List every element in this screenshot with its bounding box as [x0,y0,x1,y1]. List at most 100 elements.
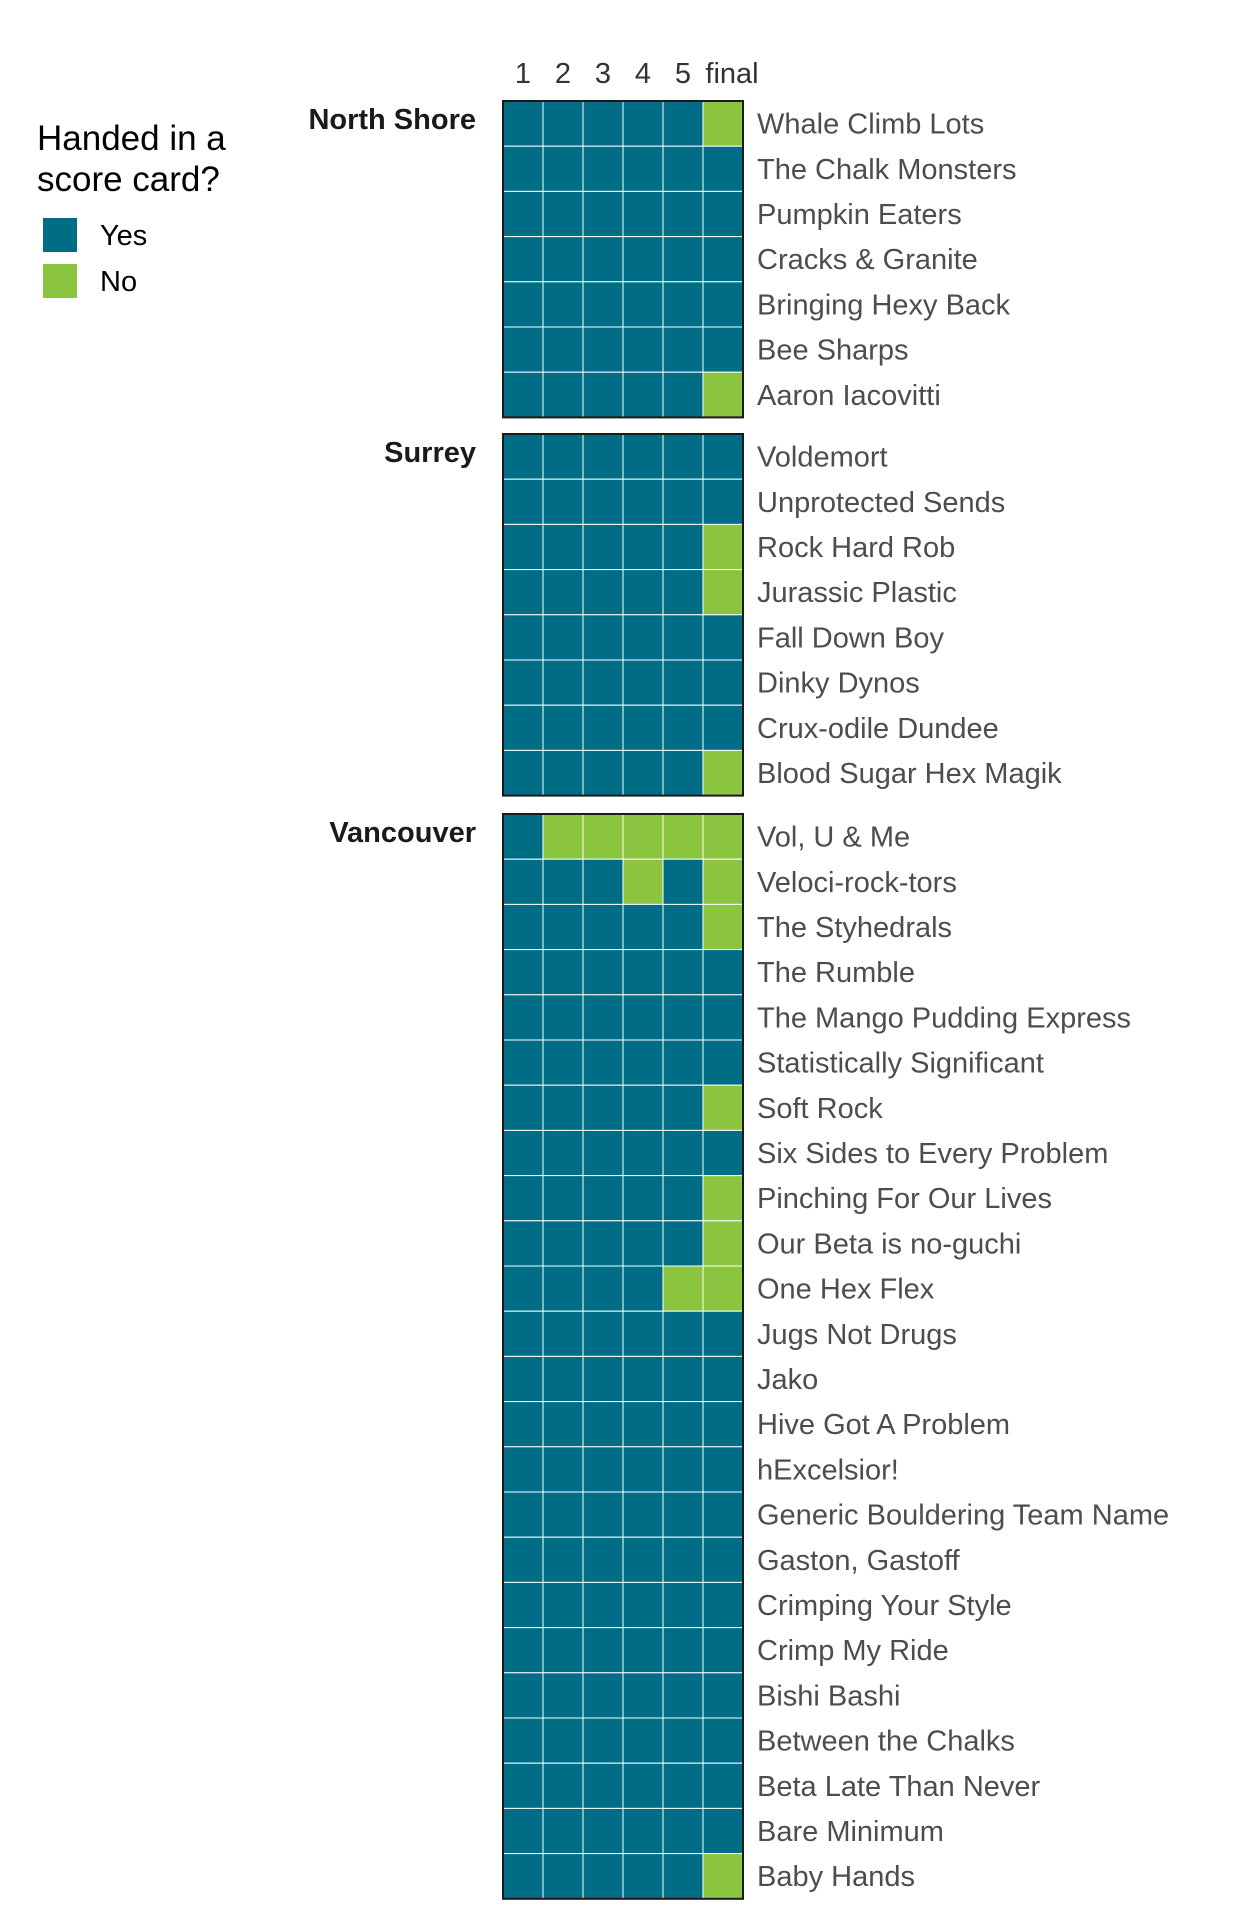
heatmap-cell [542,145,584,192]
heatmap-cell [542,1310,584,1357]
heatmap-cell [502,659,544,706]
heatmap-cell [702,813,744,860]
heatmap-cell [502,1265,544,1312]
team-label: The Chalk Monsters [757,154,1017,186]
heatmap-cell [542,1672,584,1719]
heatmap-cell [702,1717,744,1764]
heatmap-cell [542,1853,584,1900]
heatmap-cell [502,1084,544,1131]
heatmap-cell [622,190,664,238]
heatmap-cell [662,1175,704,1222]
heatmap-cell [622,569,664,616]
heatmap-cell [702,949,744,996]
heatmap-cell [502,326,544,373]
heatmap-cell [582,813,624,860]
heatmap-cell [502,523,544,571]
heatmap-cell [702,1491,744,1538]
group-label: North Shore [308,104,476,136]
heatmap-cell [662,813,704,860]
heatmap-cell [582,236,624,283]
heatmap-cell [702,523,744,571]
heatmap-cell [662,903,704,951]
group-panel-north-shore: North Shore Whale Climb Lots The Chalk Mon… [308,100,1017,419]
heatmap-cell [622,949,664,996]
heatmap-cell [582,903,624,951]
heatmap-cell [702,1175,744,1222]
heatmap-cell [662,1129,704,1177]
team-label: Crimp My Ride [757,1635,949,1667]
heatmap-cell [622,433,664,480]
team-label: Rock Hard Rob [757,532,955,564]
heatmap-cell [662,1762,704,1809]
heatmap-cell [582,1175,624,1222]
heatmap-cell [662,1401,704,1448]
team-label: Statistically Significant [757,1048,1044,1080]
team-label: Generic Bouldering Team Name [757,1500,1169,1532]
heatmap-cell [502,1446,544,1493]
heatmap-cell [622,1220,664,1267]
panel-border [502,100,744,419]
team-label: One Hex Flex [757,1274,935,1306]
heatmap-cell [582,1627,624,1674]
heatmap-cell [622,614,664,661]
heatmap-cell [702,1401,744,1448]
heatmap-cell [702,1084,744,1131]
heatmap-cell [542,1220,584,1267]
heatmap-cell [542,569,584,616]
team-label: Hive Got A Problem [757,1409,1010,1441]
heatmap-cell [542,523,584,571]
heatmap-cell [502,433,544,480]
team-label: Crux-odile Dundee [757,713,999,745]
heatmap-cell [542,858,584,905]
heatmap-cell [662,1491,704,1538]
heatmap-cell [702,903,744,951]
heatmap-cell [622,1762,664,1809]
team-label: Aaron Iacovitti [757,380,941,412]
heatmap-cell [542,433,584,480]
panel-border [502,433,744,797]
column-label-2: 2 [555,58,571,90]
heatmap-cell [542,1084,584,1131]
group-panel-surrey: Surrey Voldemort Unprotected Sends Rock Har… [384,433,1062,797]
heatmap-cell [662,478,704,525]
team-label: Voldemort [757,442,888,474]
team-label: Jako [757,1364,818,1396]
heatmap-cell [502,478,544,525]
column-label-3: 3 [595,58,611,90]
team-label: Vol, U & Me [757,822,910,854]
group-label: Vancouver [329,817,476,849]
heatmap-cell [622,478,664,525]
heatmap-cell [622,1129,664,1177]
heatmap-cell [622,1265,664,1312]
heatmap-cell [502,994,544,1041]
heatmap-cell [582,523,624,571]
heatmap-cell [582,1355,624,1403]
heatmap-cell [622,523,664,571]
heatmap-cell [702,1672,744,1719]
heatmap-cell [662,145,704,192]
heatmap-cell [702,145,744,192]
heatmap-cell [662,949,704,996]
heatmap-cell [702,1762,744,1809]
heatmap-cell [662,704,704,751]
heatmap-cell [582,659,624,706]
team-label: Bringing Hexy Back [757,289,1011,321]
heatmap-cell [502,614,544,661]
heatmap-cell [622,1627,664,1674]
heatmap-cell [542,994,584,1041]
heatmap-cell [702,858,744,905]
heatmap-cell [622,1310,664,1357]
column-label-5: 5 [675,58,691,90]
heatmap-cell [502,858,544,905]
heatmap-cell [622,813,664,860]
panel-border [502,813,744,1900]
heatmap-cell [582,1581,624,1629]
heatmap-cell [582,433,624,480]
heatmap-cell [542,1446,584,1493]
heatmap-cell [502,704,544,751]
heatmap-cell [662,1672,704,1719]
team-label: The Styhedrals [757,912,952,944]
heatmap-cell [542,1175,584,1222]
heatmap-cell [662,1310,704,1357]
